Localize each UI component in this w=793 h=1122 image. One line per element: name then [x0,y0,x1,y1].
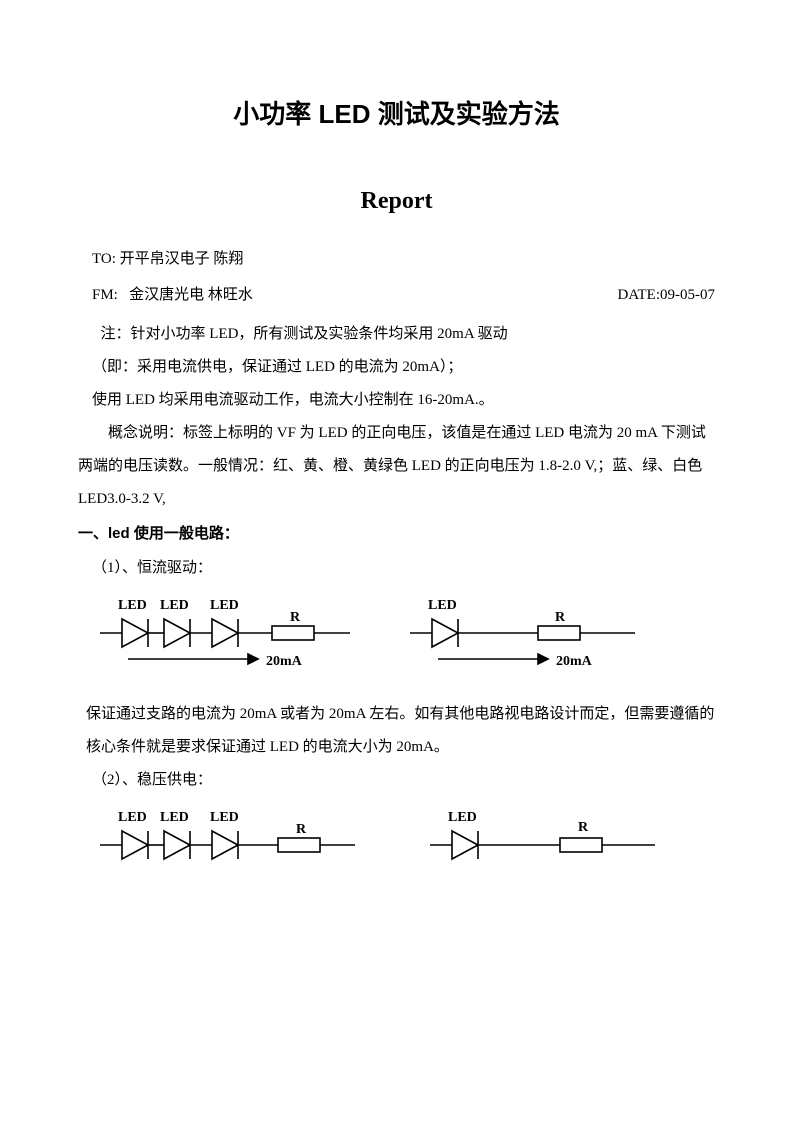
circuit-diagram-1led: LED R [430,807,655,865]
to-label: TO: [92,245,116,274]
section-1-heading: 一、led 使用一般电路： [78,520,715,549]
r-label: R [290,610,301,625]
fm-value: 金汉唐光电 林旺水 [129,287,253,303]
circuit-row-1: LED LED LED R [78,595,715,680]
current-label-single: 20mA [556,654,593,669]
fm-line: FM: 金汉唐光电 林旺水 DATE:09-05-07 [78,281,715,310]
current-label: 20mA [266,654,303,669]
section-1-item-1: （1）、恒流驱动： [78,552,715,585]
report-label: Report [78,179,715,225]
circuit-row-2: LED LED LED R LED R [78,807,715,865]
r-label-single: R [555,610,566,625]
led-label-b2: LED [160,810,189,825]
r-label-b: R [296,822,307,837]
to-line: TO: 开平帛汉电子 陈翔 [78,245,715,274]
led-label-single: LED [428,598,457,613]
to-value: 开平帛汉电子 陈翔 [120,245,244,274]
note-2: （即：采用电流供电，保证通过 LED 的电流为 20mA）； [78,351,715,384]
page-title: 小功率 LED 测试及实验方法 [78,90,715,139]
note-1: 注：针对小功率 LED，所有测试及实验条件均采用 20mA 驱动 [78,318,715,351]
circuit-diagram-1led-arrow: LED R 20mA [410,595,635,680]
date-value: DATE:09-05-07 [618,281,716,310]
led-label-2: LED [160,598,189,613]
fm-label: FM: [92,287,118,303]
led-label-b3: LED [210,810,239,825]
led-label-b-single: LED [448,810,477,825]
section-1-item-2: （2）、稳压供电： [78,764,715,797]
note-4: 概念说明：标签上标明的 VF 为 LED 的正向电压，该值是在通过 LED 电流… [78,417,715,516]
circuit-diagram-3led: LED LED LED R [100,807,355,865]
led-label-1: LED [118,598,147,613]
note-3: 使用 LED 均采用电流驱动工作，电流大小控制在 16-20mA.。 [78,384,715,417]
led-label-b1: LED [118,810,147,825]
r-label-b-single: R [578,820,589,835]
section-1-desc: 保证通过支路的电流为 20mA 或者为 20mA 左右。如有其他电路视电路设计而… [78,698,715,764]
circuit-diagram-3led-arrow: LED LED LED R [100,595,350,680]
led-label-3: LED [210,598,239,613]
